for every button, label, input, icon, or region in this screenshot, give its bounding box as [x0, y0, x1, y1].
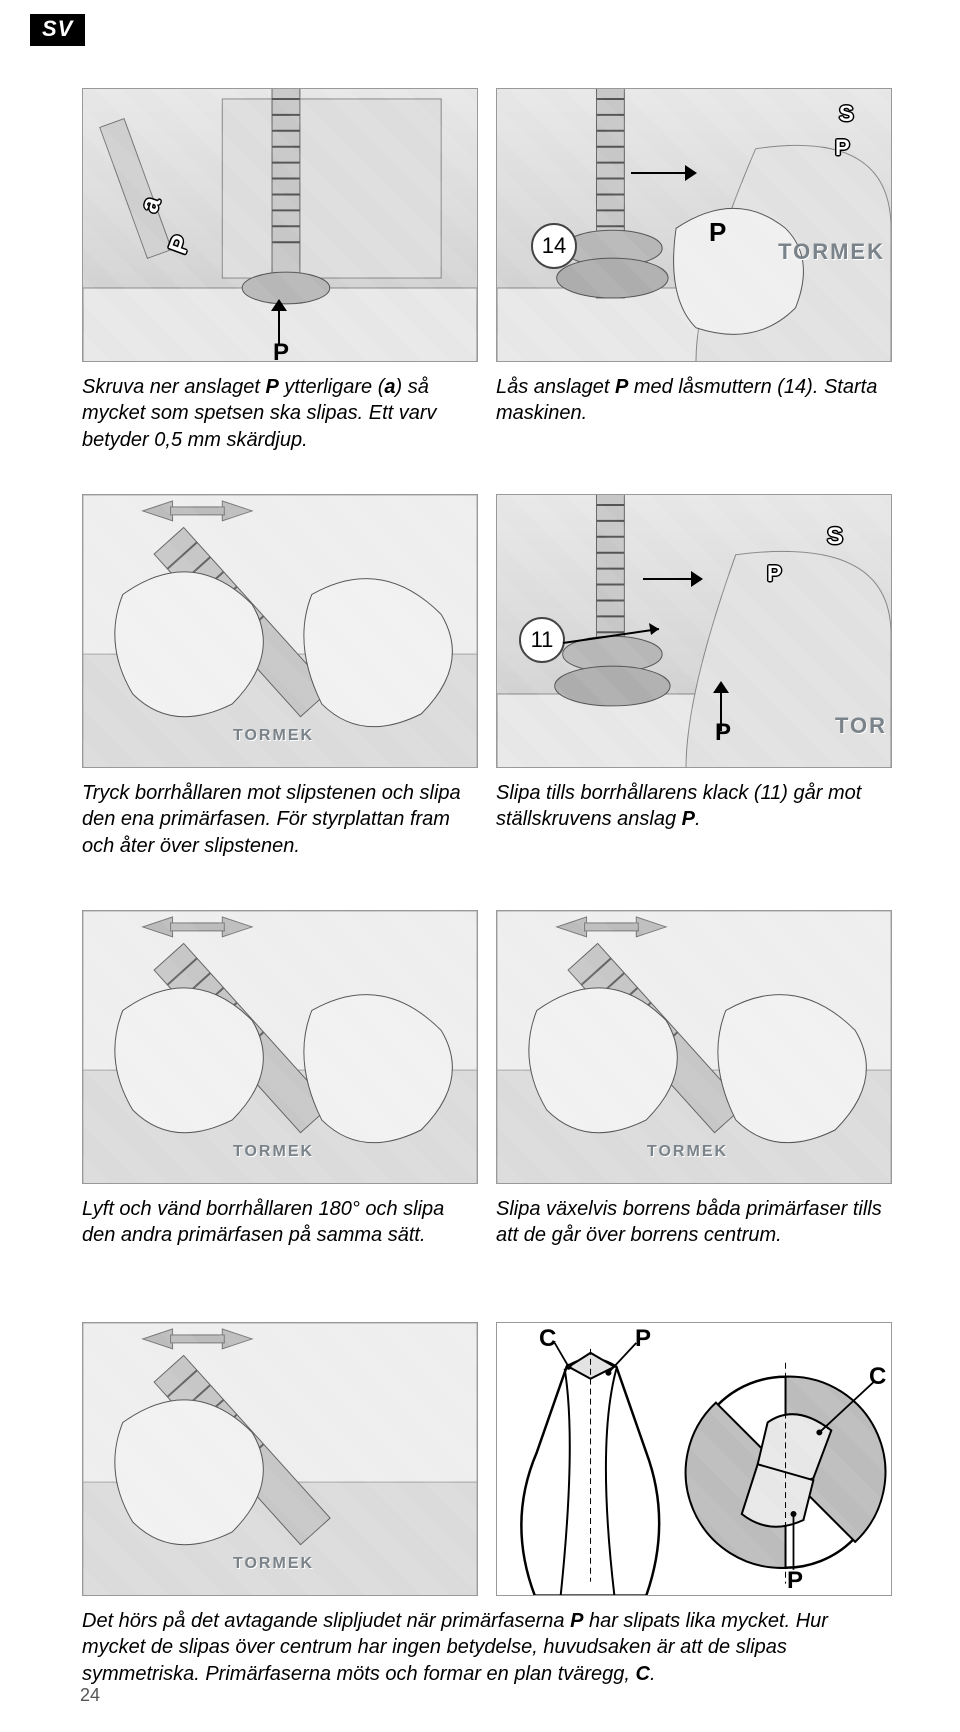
tormek-brand-label: TORMEK — [233, 1555, 314, 1573]
caption-text: P — [570, 1610, 583, 1632]
callout-14: 14 — [531, 223, 577, 269]
page-lang-header: SV — [30, 14, 85, 46]
figure-r3-left: TORMEK — [82, 910, 478, 1184]
caption-r1-right: Lås anslaget P med låsmuttern (14). Star… — [496, 374, 892, 427]
label-p-mid-icon: P — [767, 561, 782, 587]
figure-r2-right: 11 S P P TOR — [496, 494, 892, 768]
caption-text: Slipa tills borrhållarens klack (11) går… — [496, 782, 861, 830]
caption-text: . — [650, 1663, 656, 1685]
tormek-brand-label: TORMEK — [233, 1143, 314, 1161]
tormek-brand-label: TORMEK — [778, 239, 885, 265]
label-c-right-icon: C — [869, 1363, 886, 1391]
label-a-icon: a — [133, 192, 167, 216]
caption-r3-left: Lyft och vänd borrhållaren 180° och slip… — [82, 1196, 478, 1249]
label-p-icon: P — [162, 231, 197, 258]
tormek-brand-label: TORMEK — [647, 1143, 728, 1161]
caption-text: Det hörs på det avtagande slipljudet när… — [82, 1610, 570, 1632]
caption-text: Lås anslaget — [496, 376, 615, 398]
figure-r4-right: C P C P — [496, 1322, 892, 1596]
caption-text: P — [615, 376, 628, 398]
caption-r3-right: Slipa växelvis borrens båda primärfaser … — [496, 1196, 892, 1249]
figure-r1-left: a P P — [82, 88, 478, 362]
figure-r1-right: 14 P P S TORMEK — [496, 88, 892, 362]
caption-r1-left: Skruva ner anslaget P ytterligare (a) så… — [82, 374, 478, 453]
tormek-brand-label: TOR — [835, 713, 887, 739]
label-p-below-icon: P — [273, 339, 289, 362]
caption-r2-left: Tryck borrhållaren mot slipstenen och sl… — [82, 780, 478, 859]
figure-r4-left: TORMEK — [82, 1322, 478, 1596]
caption-text: Skruva ner anslaget — [82, 376, 265, 398]
label-p-bottom-icon: P — [715, 719, 731, 747]
figure-r3-right: TORMEK — [496, 910, 892, 1184]
figure-r2-left: TORMEK — [82, 494, 478, 768]
label-s-icon: S — [827, 523, 843, 551]
caption-text: . — [695, 808, 701, 830]
caption-text: P — [265, 376, 278, 398]
label-s-icon: S — [839, 101, 854, 127]
label-p-top-icon: P — [635, 1325, 651, 1353]
caption-text: C — [636, 1663, 650, 1685]
caption-r2-right: Slipa tills borrhållarens klack (11) går… — [496, 780, 892, 833]
page-number: 24 — [80, 1685, 100, 1706]
label-c-left-icon: C — [539, 1325, 556, 1353]
caption-text: a — [384, 376, 395, 398]
label-p-top-icon: P — [835, 135, 850, 161]
drill-bit-diagram-icon — [497, 1323, 891, 1596]
label-p-icon: P — [709, 217, 726, 248]
callout-leader-icon — [559, 623, 669, 673]
caption-text: P — [682, 808, 695, 830]
caption-r4: Det hörs på det avtagande slipljudet när… — [82, 1608, 892, 1687]
label-p-bottom-icon: P — [787, 1567, 803, 1595]
caption-text: ytterligare ( — [279, 376, 385, 398]
tormek-brand-label: TORMEK — [233, 727, 314, 745]
